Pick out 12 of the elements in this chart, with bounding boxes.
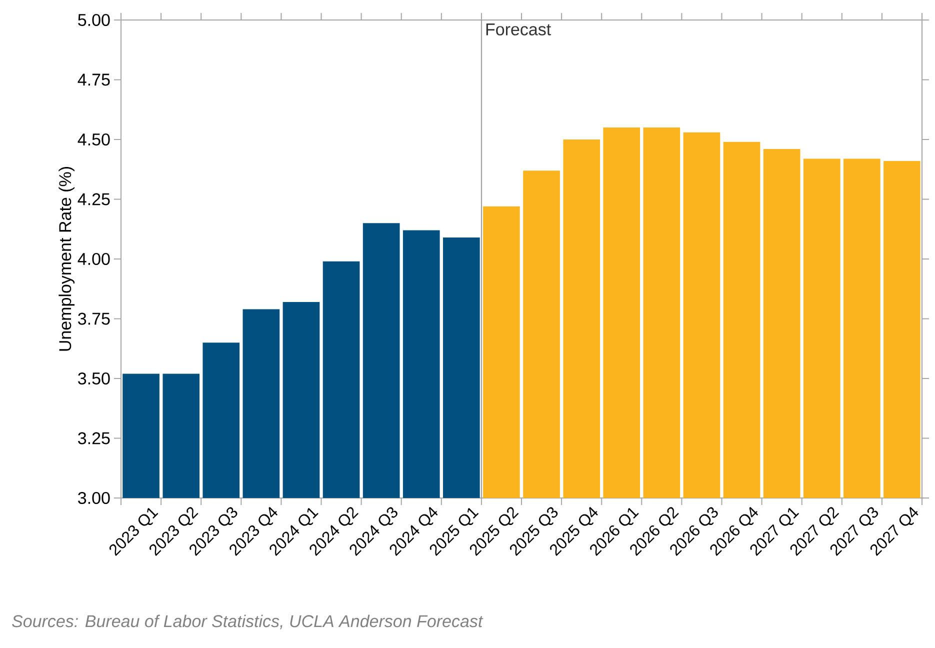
y-tick-label: 4.25	[78, 193, 110, 206]
source-note: Sources: Bureau of Labor Statistics, UCLA Anderson Forecast	[12, 614, 484, 630]
ref-line-label: Forecast	[486, 24, 551, 36]
y-tick-label: 4.00	[78, 252, 110, 266]
y-tick-label: 3.00	[78, 492, 110, 504]
y-tick-label: 4.75	[78, 74, 110, 86]
y-tick-label: 5.00	[78, 14, 110, 26]
y-axis-title: Unemployment Rate (%)	[58, 167, 75, 351]
y-tick-label: 3.25	[78, 432, 110, 444]
y-tick-label: 3.50	[78, 372, 110, 385]
y-tick-label: 4.50	[78, 133, 110, 146]
y-tick-label: 3.75	[78, 312, 110, 325]
